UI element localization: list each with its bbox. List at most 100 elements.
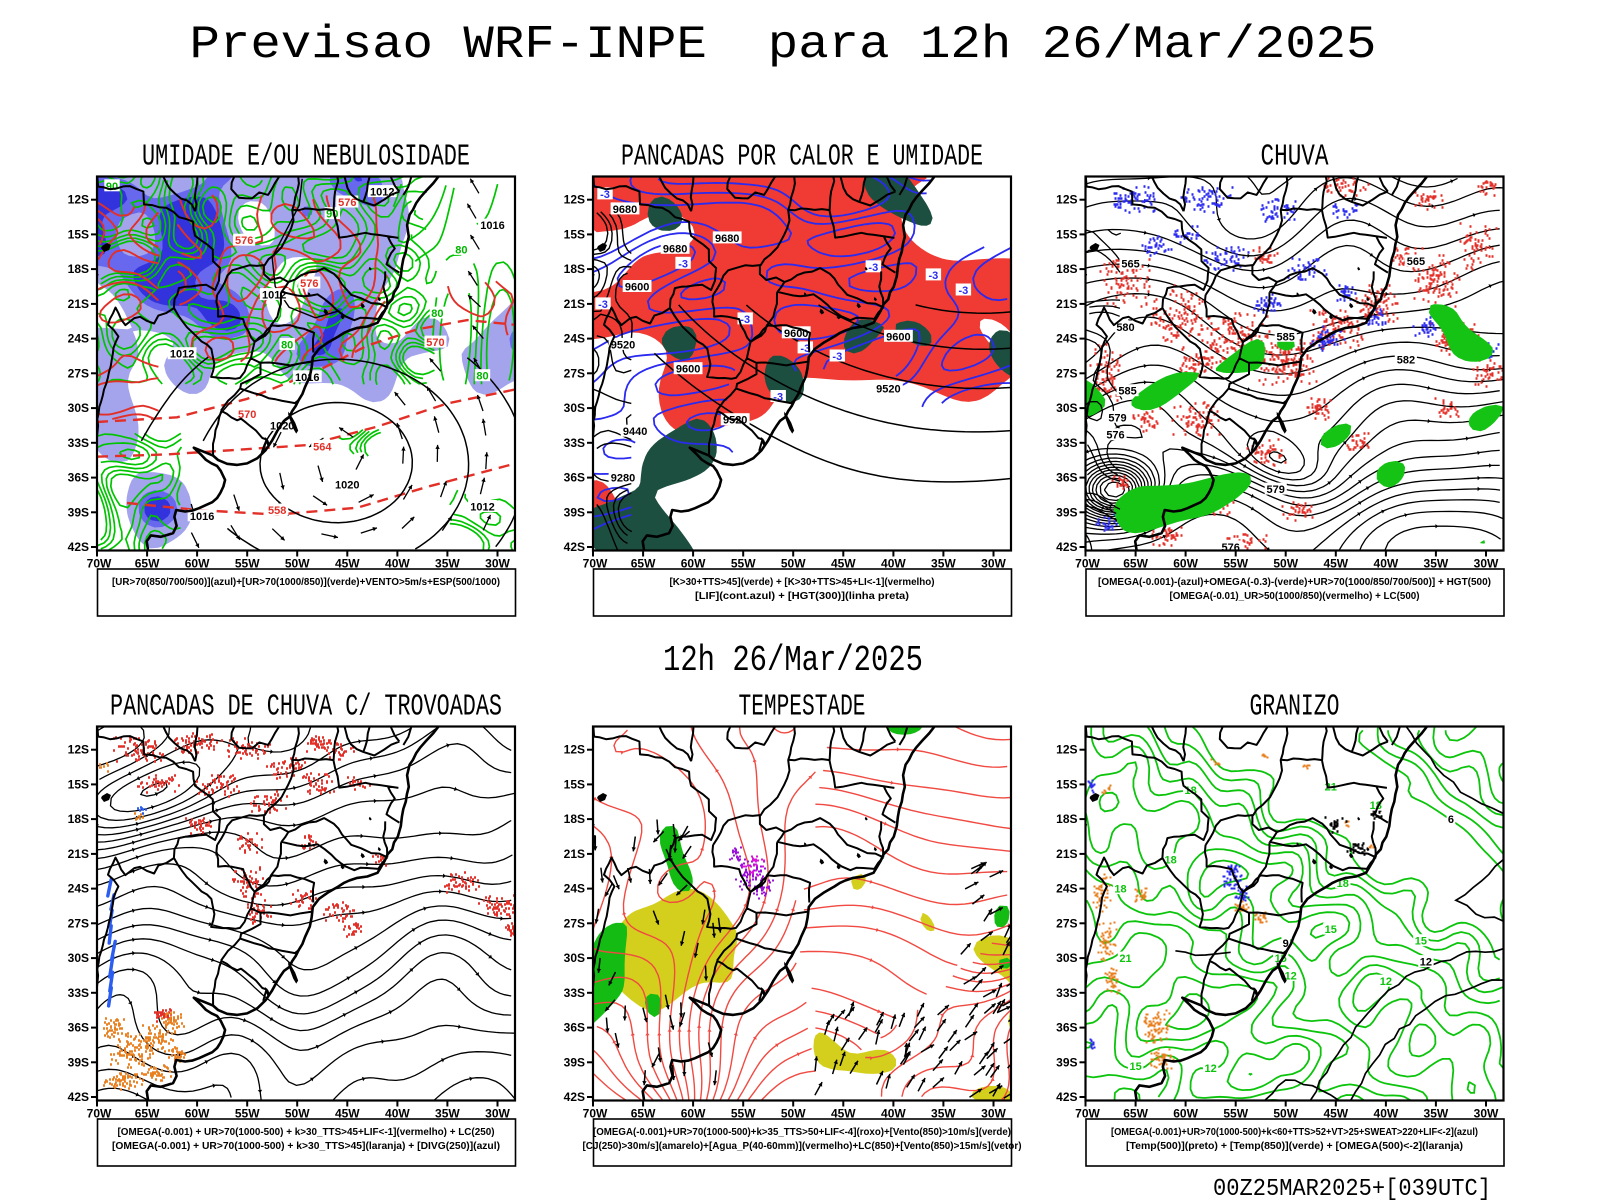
svg-text:30W: 30W: [1474, 557, 1499, 571]
svg-text:1020: 1020: [270, 420, 294, 432]
svg-text:30W: 30W: [485, 1107, 510, 1121]
svg-text:30S: 30S: [68, 951, 89, 965]
svg-text:35W: 35W: [931, 1107, 956, 1121]
svg-text:33S: 33S: [68, 436, 89, 450]
svg-text:[Temp(500)](preto) + [Temp(850: [Temp(500)](preto) + [Temp(850)](verde) …: [1126, 1141, 1463, 1152]
svg-text:30S: 30S: [564, 401, 585, 415]
svg-text:33S: 33S: [68, 986, 89, 1000]
svg-text:42S: 42S: [1056, 540, 1077, 554]
svg-text:21S: 21S: [564, 847, 585, 861]
svg-text:42S: 42S: [1056, 1090, 1077, 1104]
svg-text:60W: 60W: [681, 557, 706, 571]
svg-text:50W: 50W: [781, 557, 806, 571]
svg-text:1016: 1016: [295, 372, 319, 384]
svg-text:PANCADAS DE CHUVA C/ TROVOADAS: PANCADAS DE CHUVA C/ TROVOADAS: [110, 690, 502, 725]
svg-text:24S: 24S: [68, 882, 89, 896]
svg-text:565: 565: [1121, 258, 1139, 270]
svg-text:9520: 9520: [876, 383, 900, 395]
svg-text:35W: 35W: [1424, 557, 1449, 571]
svg-text:80: 80: [476, 371, 488, 383]
svg-text:9280: 9280: [611, 473, 635, 485]
svg-text:558: 558: [268, 505, 286, 517]
svg-text:12: 12: [1420, 957, 1432, 969]
svg-text:[UR>70(850/700/500)](azul)+[UR: [UR>70(850/700/500)](azul)+[UR>70(1000/8…: [112, 577, 500, 588]
svg-text:45W: 45W: [335, 557, 360, 571]
svg-text:36S: 36S: [68, 471, 89, 485]
svg-text:39S: 39S: [564, 505, 585, 519]
svg-text:45W: 45W: [1323, 1107, 1348, 1121]
svg-text:70W: 70W: [583, 1107, 608, 1121]
svg-text:55W: 55W: [1223, 1107, 1248, 1121]
svg-text:1012: 1012: [370, 187, 394, 199]
svg-text:-3: -3: [598, 299, 608, 311]
svg-text:18S: 18S: [1056, 812, 1077, 826]
svg-text:35W: 35W: [435, 557, 460, 571]
svg-text:9: 9: [1283, 938, 1289, 950]
svg-text:33S: 33S: [1056, 436, 1077, 450]
svg-text:12S: 12S: [1056, 743, 1077, 757]
svg-text:30W: 30W: [1474, 1107, 1499, 1121]
svg-text:65W: 65W: [135, 1107, 160, 1121]
svg-text:30S: 30S: [564, 951, 585, 965]
svg-text:45W: 45W: [1323, 557, 1348, 571]
svg-text:21S: 21S: [564, 297, 585, 311]
svg-text:30W: 30W: [981, 1107, 1006, 1121]
svg-text:80: 80: [281, 339, 293, 351]
svg-text:70W: 70W: [1075, 557, 1100, 571]
svg-text:-3: -3: [600, 189, 610, 201]
svg-text:9600: 9600: [886, 331, 910, 343]
svg-text:564: 564: [313, 441, 332, 453]
svg-text:27S: 27S: [68, 366, 89, 380]
svg-text:12: 12: [1380, 976, 1392, 988]
svg-text:50W: 50W: [285, 1107, 310, 1121]
svg-text:70W: 70W: [87, 1107, 112, 1121]
svg-text:1012: 1012: [470, 502, 494, 514]
svg-text:GRANIZO: GRANIZO: [1250, 690, 1340, 725]
svg-text:12S: 12S: [564, 743, 585, 757]
svg-text:39S: 39S: [564, 1055, 585, 1069]
svg-text:9680: 9680: [715, 233, 739, 245]
svg-text:CHUVA: CHUVA: [1261, 140, 1329, 175]
svg-text:30W: 30W: [981, 557, 1006, 571]
svg-text:[OMEGA(-0.001) + UR>70(1000-50: [OMEGA(-0.001) + UR>70(1000-500) + k>30_…: [112, 1141, 500, 1152]
svg-text:50W: 50W: [285, 557, 310, 571]
svg-text:24S: 24S: [1056, 332, 1077, 346]
svg-text:[OMEGA(-0.001)+UR>70(1000-500): [OMEGA(-0.001)+UR>70(1000-500)+k>35_TTS>…: [593, 1127, 1011, 1138]
svg-text:18: 18: [1164, 855, 1176, 867]
svg-text:15: 15: [1129, 1061, 1141, 1073]
svg-text:45W: 45W: [831, 557, 856, 571]
svg-text:40W: 40W: [881, 1107, 906, 1121]
svg-text:70W: 70W: [87, 557, 112, 571]
svg-text:21S: 21S: [68, 847, 89, 861]
svg-text:18: 18: [1114, 884, 1126, 896]
svg-text:80: 80: [455, 244, 467, 256]
svg-text:9440: 9440: [623, 426, 647, 438]
svg-text:15S: 15S: [1056, 227, 1077, 241]
svg-text:30W: 30W: [485, 557, 510, 571]
svg-text:12S: 12S: [1056, 193, 1077, 207]
svg-text:[K>30+TTS>45](verde) + [K>30+T: [K>30+TTS>45](verde) + [K>30+TTS>45+LI<-…: [670, 577, 935, 588]
svg-text:Previsao WRF-INPE para 12h 26: Previsao WRF-INPE para 12h 26/Mar/2025: [190, 19, 1377, 71]
svg-text:21S: 21S: [68, 297, 89, 311]
svg-text:30S: 30S: [1056, 401, 1077, 415]
svg-text:UMIDADE E/OU NEBULOSIDADE: UMIDADE E/OU NEBULOSIDADE: [142, 140, 470, 175]
svg-text:21S: 21S: [1056, 297, 1077, 311]
svg-text:1016: 1016: [480, 220, 504, 232]
svg-text:36S: 36S: [1056, 1021, 1077, 1035]
svg-text:570: 570: [238, 409, 256, 421]
svg-text:27S: 27S: [68, 916, 89, 930]
svg-text:576: 576: [338, 197, 356, 209]
svg-text:[OMEGA(-0.001)+UR>70(1000-500): [OMEGA(-0.001)+UR>70(1000-500)+k<60+TTS>…: [1111, 1127, 1478, 1138]
svg-text:21: 21: [1119, 953, 1131, 965]
svg-text:-3: -3: [800, 343, 810, 355]
svg-text:50W: 50W: [1273, 1107, 1298, 1121]
svg-text:9520: 9520: [611, 339, 635, 351]
svg-text:PANCADAS POR CALOR E UMIDADE: PANCADAS POR CALOR E UMIDADE: [621, 140, 983, 175]
svg-text:21S: 21S: [1056, 847, 1077, 861]
svg-text:579: 579: [1267, 484, 1285, 496]
svg-text:60W: 60W: [1173, 557, 1198, 571]
svg-text:60W: 60W: [681, 1107, 706, 1121]
svg-text:60W: 60W: [1173, 1107, 1198, 1121]
svg-text:1016: 1016: [190, 511, 214, 523]
svg-text:1012: 1012: [170, 349, 194, 361]
